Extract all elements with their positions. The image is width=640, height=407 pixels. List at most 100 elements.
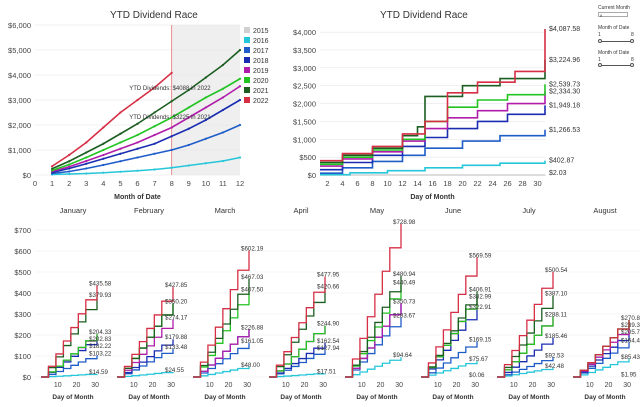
series-line-2016 xyxy=(320,160,546,176)
end-value-label: $500.54 xyxy=(545,267,568,274)
series-point-2020 xyxy=(102,148,105,152)
day-month-slider-min-knob[interactable] xyxy=(598,63,602,67)
x-axis-title: Day of Month xyxy=(508,394,549,401)
x-tick-label: 10 xyxy=(586,382,594,389)
series-line-2020 xyxy=(497,316,554,378)
series-line-2017 xyxy=(497,357,554,378)
series-point-2021 xyxy=(204,76,207,79)
day-month-slider-track[interactable] xyxy=(600,65,632,66)
month-of-date-slider-min-knob[interactable] xyxy=(598,39,602,43)
month-panel-title: March xyxy=(215,206,236,215)
series-line-2016 xyxy=(345,357,402,378)
series-line-2020 xyxy=(41,334,98,378)
series-point-2018 xyxy=(136,147,139,150)
end-value-label: $179.88 xyxy=(165,334,188,341)
x-tick-label: 10 xyxy=(54,382,62,389)
end-value-label: $406.91 xyxy=(469,287,492,294)
end-value-label: $161.05 xyxy=(241,338,264,345)
end-value-label: $602.19 xyxy=(241,246,264,253)
y-tick-label: $0 xyxy=(23,171,31,180)
y-tick-label: $3,000 xyxy=(293,64,316,73)
end-value-label: $42.48 xyxy=(545,363,564,370)
series-point-2022 xyxy=(153,86,156,89)
series-line-2018 xyxy=(421,309,478,378)
series-point-2021 xyxy=(221,63,225,67)
y-tick-label: $2,500 xyxy=(293,82,316,91)
month-panel-title: August xyxy=(593,206,617,215)
y-tick-label: $500 xyxy=(299,153,316,162)
series-line-2022 xyxy=(51,72,173,167)
end-value-label: $274.17 xyxy=(165,314,188,321)
end-value-label: $427.85 xyxy=(165,282,188,289)
end-value-label: $204.33 xyxy=(89,329,112,336)
month-of-date-slider-max-knob[interactable] xyxy=(630,39,634,43)
legend-swatch-2019 xyxy=(244,67,250,73)
end-value-label: $127.94 xyxy=(317,345,340,352)
series-line-2017 xyxy=(41,355,98,378)
end-value-label: $164.49 xyxy=(621,337,640,344)
series-line-2019 xyxy=(51,85,241,173)
series-line-2019 xyxy=(117,319,174,378)
series-line-2017 xyxy=(421,341,478,378)
series-point-2022 xyxy=(102,126,105,129)
x-tick-label: 20 xyxy=(225,382,233,389)
x-tick-label: 30 xyxy=(91,382,99,389)
series-point-2016 xyxy=(119,170,122,173)
series-point-2020 xyxy=(170,116,173,119)
month-of-date-max: 8 xyxy=(631,32,634,38)
chart-title-monthly: YTD Dividend Race xyxy=(110,10,198,21)
series-point-2016 xyxy=(68,172,71,176)
daily-ytd-chart: $0 $500 $1,000 $1,500 $2,000 $2,500 $3,000 $3,5… xyxy=(293,26,580,201)
end-value-label: $48.00 xyxy=(241,362,260,369)
series-point-2018 xyxy=(204,118,207,122)
series-point-2018 xyxy=(187,127,190,130)
current-month-dropdown[interactable]: 8 xyxy=(598,12,628,18)
x-tick-label: 10 xyxy=(130,382,138,389)
series-point-2021 xyxy=(50,167,54,170)
series-point-2018 xyxy=(68,167,71,170)
series-point-2017 xyxy=(153,152,156,155)
end-value-label: $440.49 xyxy=(393,279,416,286)
series-line-2022 xyxy=(345,223,402,378)
end-value-label: $1.95 xyxy=(621,372,637,379)
x-tick-label: 30 xyxy=(395,382,403,389)
legend-label-2021: 2021 xyxy=(253,88,269,95)
x-tick-label: 3 xyxy=(84,179,88,188)
x-tick-label: 20 xyxy=(453,382,461,389)
series-point-2019 xyxy=(119,147,122,150)
x-tick-label: 10 xyxy=(434,382,442,389)
x-tick-label: 9 xyxy=(187,179,191,188)
series-line-2022 xyxy=(117,287,174,378)
month-of-date-slider-track[interactable] xyxy=(600,41,632,42)
series-line-2016 xyxy=(497,368,554,378)
series-point-2017 xyxy=(170,148,173,152)
y-tick-label: $700 xyxy=(14,226,31,235)
x-tick-label: 20 xyxy=(605,382,613,389)
end-value-label: $2,334.30 xyxy=(549,89,580,96)
series-point-2021 xyxy=(119,132,122,135)
end-value-label: $4,087.58 xyxy=(549,26,580,33)
series-line-2016 xyxy=(193,366,250,378)
y-tick-label: $2,000 xyxy=(293,100,316,109)
end-value-label: $244.90 xyxy=(317,321,340,328)
end-value-label: $202.83 xyxy=(89,336,112,343)
series-point-2019 xyxy=(187,116,190,119)
x-tick-label: 30 xyxy=(471,382,479,389)
series-line-2022 xyxy=(320,29,546,162)
series-point-2022 xyxy=(136,98,139,102)
y-tick-label: $6,000 xyxy=(8,21,31,30)
x-tick-label: 20 xyxy=(377,382,385,389)
month-of-date-min: 1 xyxy=(598,32,601,38)
legend-label-2016: 2016 xyxy=(253,38,269,45)
series-point-2020 xyxy=(68,163,71,166)
y-tick-label: $2,000 xyxy=(8,121,31,130)
end-value-label: $94.64 xyxy=(393,352,412,359)
series-line-2018 xyxy=(320,105,546,171)
series-line-2021 xyxy=(51,49,241,170)
end-value-label: $14.59 xyxy=(89,369,108,376)
series-point-2020 xyxy=(238,77,242,80)
chart-title-daily: YTD Dividend Race xyxy=(380,10,468,21)
day-month-slider-max-knob[interactable] xyxy=(630,63,634,67)
x-axis-title: Day of Month xyxy=(584,394,625,401)
legend-swatch-2018 xyxy=(244,57,250,63)
